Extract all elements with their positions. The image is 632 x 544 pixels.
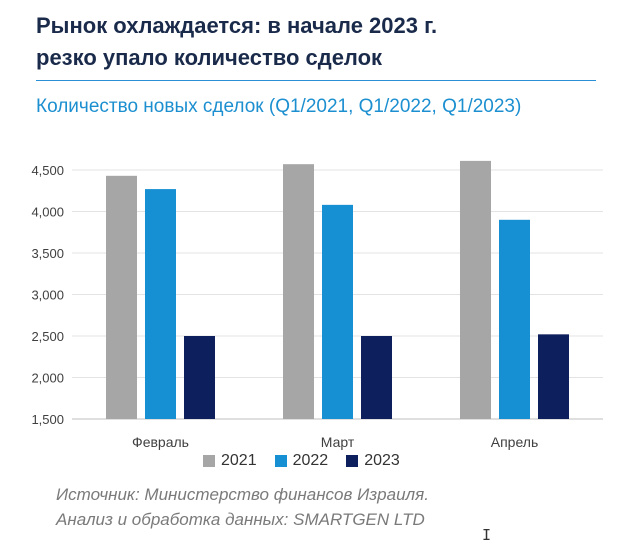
legend-label: 2022 — [292, 452, 329, 469]
x-tick-label: Апрель — [491, 434, 539, 450]
legend-swatch — [203, 455, 215, 467]
source-note: Источник: Министерство финансов Израиля.… — [56, 482, 429, 532]
x-tick-label: Февраль — [132, 434, 189, 450]
chart-subtitle: Количество новых сделок (Q1/2021, Q1/202… — [36, 96, 522, 117]
bar — [283, 164, 314, 419]
title-line-1: Рынок охлаждается: в начале 2023 г. — [36, 13, 438, 38]
bar — [538, 334, 569, 419]
y-tick-label: 3,500 — [31, 246, 64, 261]
legend-swatch — [274, 455, 287, 467]
y-tick-label: 2,000 — [31, 371, 64, 386]
title-line-2: резко упало количество сделок — [36, 45, 383, 70]
chart-legend: 2021 2022 2023 — [203, 451, 418, 471]
bar — [460, 160, 491, 419]
source-line-2: Анализ и обработка данных: SMARTGEN LTD — [56, 510, 425, 529]
bar — [499, 219, 530, 419]
chart-title: Рынок охлаждается: в начале 2023 г. резк… — [36, 10, 616, 74]
text-cursor-icon: I — [482, 526, 492, 544]
x-tick-label: Март — [321, 434, 355, 450]
legend-label: 2021 — [221, 452, 257, 469]
bar — [322, 204, 353, 419]
y-tick-label: 4,500 — [31, 163, 64, 178]
legend-swatch — [346, 455, 359, 467]
y-tick-label: 3,000 — [31, 288, 64, 303]
title-divider — [36, 80, 596, 81]
y-tick-label: 2,500 — [31, 329, 64, 344]
legend-item: 2023 — [346, 452, 400, 470]
y-tick-label: 4,000 — [31, 205, 64, 220]
bar — [106, 175, 137, 419]
legend-item: 2022 — [274, 452, 329, 470]
legend-item: 2021 — [203, 452, 257, 470]
source-line-1: Источник: Министерство финансов Израиля. — [56, 485, 429, 504]
bar — [361, 336, 392, 419]
y-tick-label: 1,500 — [31, 412, 64, 427]
bar-chart: 1,500 2,000 2,500 3,000 3,500 4,000 4,500 Февра… — [31, 160, 603, 450]
bar — [184, 336, 215, 419]
bar — [145, 189, 176, 419]
legend-label: 2023 — [364, 452, 400, 469]
